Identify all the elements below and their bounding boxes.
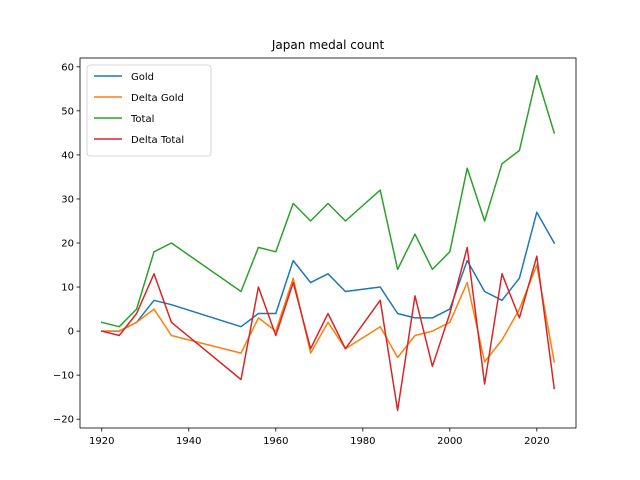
y-axis: −20 −10 0 10 20 30 40 50 60 (53, 62, 80, 426)
x-tick-label: 1920 (89, 436, 114, 447)
legend-label: Total (130, 114, 154, 125)
legend-label: Gold (131, 72, 154, 83)
x-tick-label: 1940 (176, 436, 201, 447)
legend-label: Delta Total (131, 135, 184, 146)
series-line-gold (101, 211, 556, 332)
series-line-total (100, 74, 556, 328)
x-axis: 1920 1940 1960 1980 2000 2020 (89, 428, 550, 447)
y-tick-label: −10 (53, 371, 74, 382)
legend: Gold Delta Gold Total Delta Total (86, 64, 212, 157)
y-tick-label: 20 (61, 239, 74, 250)
x-tick-label: 1960 (263, 436, 288, 447)
y-tick-label: 50 (61, 106, 74, 117)
y-tick-label: 10 (61, 283, 74, 294)
y-tick-label: −20 (53, 415, 74, 426)
x-tick-label: 1980 (350, 436, 375, 447)
y-tick-label: 60 (61, 62, 74, 73)
y-tick-label: 0 (68, 327, 74, 338)
x-tick-label: 2020 (524, 436, 549, 447)
legend-label: Delta Gold (131, 93, 184, 104)
chart-title: Japan medal count (271, 38, 385, 52)
series-layer (100, 74, 556, 412)
y-tick-label: 30 (61, 194, 74, 205)
series-line-delta-total (100, 246, 556, 412)
legend-box (86, 64, 212, 157)
x-tick-label: 2000 (437, 436, 462, 447)
y-tick-label: 40 (61, 150, 74, 161)
